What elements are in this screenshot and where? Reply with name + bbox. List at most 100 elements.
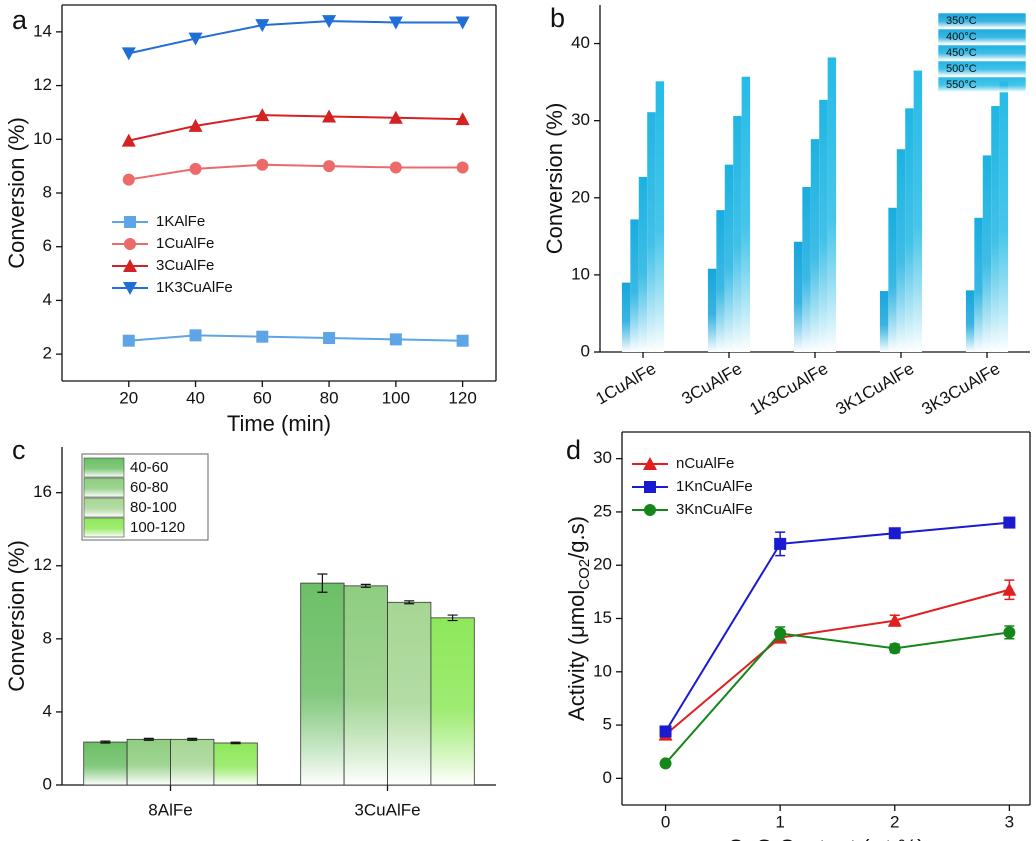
series-line: [664, 631, 1010, 765]
bar: [655, 81, 665, 352]
error-bar: [317, 573, 328, 593]
legend-label: 1CuAlFe: [156, 235, 214, 252]
marker: [456, 161, 469, 174]
x-tick-label: 60: [253, 388, 272, 407]
legend-label: 3KnCuAlFe: [676, 501, 753, 518]
error-bar: [143, 737, 154, 741]
marker: [255, 19, 270, 33]
panel-label: d: [566, 435, 581, 465]
legend-swatch: [937, 12, 1027, 29]
y-tick-label: 14: [33, 21, 52, 40]
y-tick-label: 12: [33, 555, 52, 574]
bar: [213, 742, 258, 786]
error-bar: [447, 614, 458, 622]
bar: [913, 70, 923, 353]
bar: [724, 164, 734, 352]
legend-label: 80-100: [130, 499, 177, 516]
bar: [126, 738, 171, 786]
marker: [1003, 626, 1016, 639]
marker: [774, 627, 787, 640]
marker: [659, 757, 672, 770]
bar: [387, 601, 432, 786]
bar: [733, 116, 742, 352]
legend-swatch: [83, 497, 125, 518]
marker: [189, 162, 202, 175]
legend-swatch: [937, 28, 1027, 45]
y-axis-label-part: Activity (μmol: [564, 590, 589, 721]
legend-swatch: [83, 477, 125, 498]
legend-label: 1KAlFe: [156, 213, 205, 230]
marker: [322, 15, 337, 29]
y-tick-label: 0: [581, 341, 590, 360]
marker: [659, 725, 672, 738]
bar: [343, 585, 388, 786]
marker: [455, 112, 470, 126]
legend-label: 60-80: [130, 479, 168, 496]
marker: [256, 330, 269, 343]
marker: [888, 527, 901, 540]
bar: [965, 290, 975, 352]
bar: [83, 741, 128, 786]
series-line: [664, 521, 1010, 732]
x-tick-label: 2: [890, 812, 899, 831]
legend-label: 550°C: [946, 79, 977, 91]
marker: [389, 333, 402, 346]
y-tick-label: 16: [33, 482, 52, 501]
y-axis-label: Activity (μmolCO2/g.s): [564, 516, 593, 721]
y-axis-label: Conversion (%): [4, 117, 29, 269]
marker: [122, 173, 135, 186]
marker: [189, 329, 202, 342]
bar: [621, 282, 631, 352]
y-axis-label: Conversion (%): [4, 540, 29, 692]
legend-swatch: [937, 44, 1027, 61]
legend-label: 100-120: [130, 519, 185, 536]
legend-label: nCuAlFe: [676, 455, 734, 472]
series-line: [128, 334, 463, 342]
panel-label: b: [550, 3, 565, 33]
bar: [716, 210, 725, 352]
marker: [256, 158, 269, 171]
legend-label: 350°C: [946, 15, 977, 27]
error-bar: [360, 583, 371, 588]
x-tick-label: 1: [775, 812, 784, 831]
x-tick-label: 3CuAlFe: [678, 359, 745, 409]
marker: [323, 332, 336, 345]
y-axis-label-part: /g.s): [564, 516, 589, 559]
y-tick-label: 8: [43, 628, 52, 647]
bar: [810, 139, 820, 352]
legend-label: 40-60: [130, 459, 168, 476]
bar: [170, 738, 215, 786]
legend-label: 450°C: [946, 47, 977, 59]
bar: [819, 99, 828, 352]
x-tick-label: 3K1CuAlFe: [832, 359, 917, 419]
bar: [793, 241, 803, 352]
marker: [888, 642, 901, 655]
legend-swatch: [83, 517, 125, 538]
marker: [456, 334, 469, 347]
y-tick-label: 12: [33, 75, 52, 94]
legend-marker: [644, 481, 656, 493]
marker: [322, 109, 337, 123]
legend-marker: [124, 238, 136, 250]
y-tick-label: 0: [43, 774, 52, 793]
x-tick-label: 40: [186, 388, 205, 407]
bar: [982, 155, 992, 352]
bar: [879, 291, 889, 352]
y-axis-label: Conversion (%): [542, 103, 567, 255]
y-tick-label: 0: [603, 768, 612, 787]
x-tick-label: 1CuAlFe: [592, 359, 659, 409]
y-tick-label: 8: [43, 182, 52, 201]
y-tick-label: 6: [43, 236, 52, 255]
bar: [999, 81, 1009, 352]
bar: [888, 207, 897, 352]
bar: [707, 268, 717, 352]
legend-label: 1K3CuAlFe: [156, 279, 233, 296]
marker: [121, 133, 136, 147]
bar: [741, 76, 751, 353]
legend-marker: [124, 216, 136, 228]
bar: [991, 106, 1000, 352]
y-tick-label: 4: [43, 701, 52, 720]
marker: [122, 334, 135, 347]
x-tick-label: 1K3CuAlFe: [746, 359, 831, 419]
y-tick-label: 4: [43, 290, 52, 309]
